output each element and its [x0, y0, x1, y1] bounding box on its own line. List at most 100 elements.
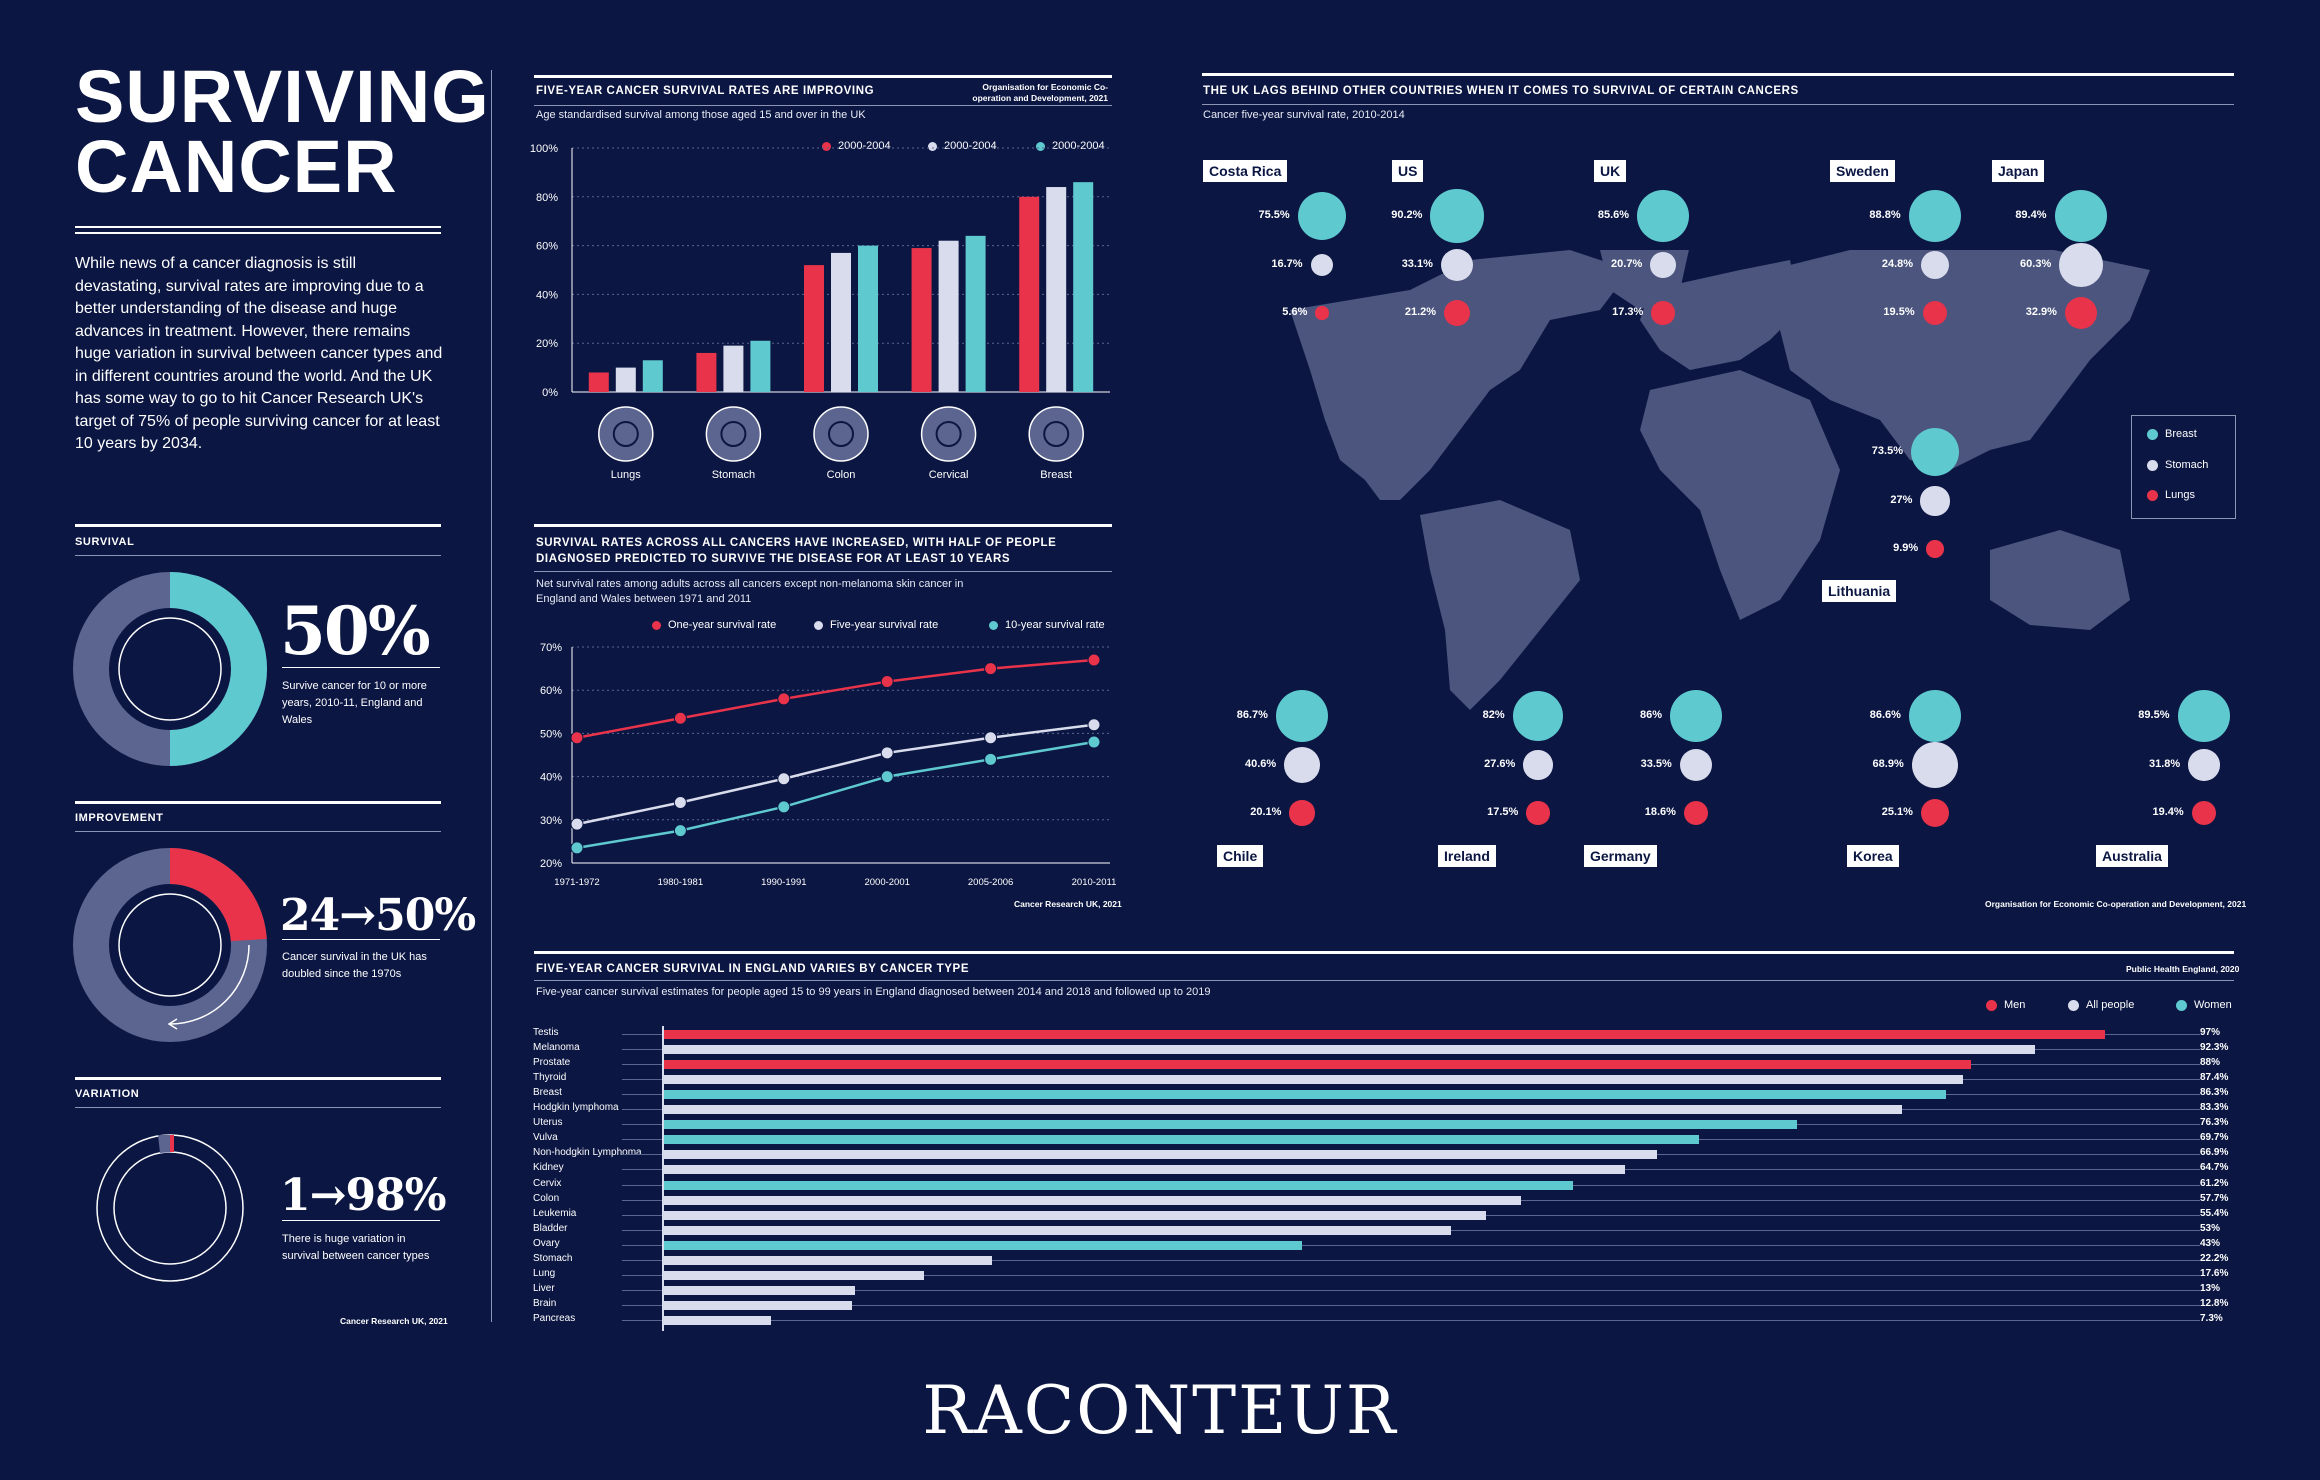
hbar-bar-cervix [662, 1180, 1573, 1190]
bubble-chile-stomach [1284, 747, 1320, 783]
country-label-us: US [1392, 160, 1424, 182]
line-point [880, 675, 894, 689]
line-point [1087, 653, 1101, 667]
map-legend: Breast Stomach Lungs [2131, 415, 2236, 519]
value-lithuania-breast: 73.5% [1871, 445, 1903, 457]
intro-text: While news of a cancer diagnosis is stil… [75, 255, 443, 452]
bar-y-tick: 80% [536, 192, 558, 204]
survival-thin-rule [75, 555, 441, 556]
hbar-guide-ovary [622, 1244, 2200, 1246]
bubble-sweden-stomach [1921, 251, 1949, 279]
bubble-australia-lungs [2191, 800, 2217, 826]
hbar-value-melanoma: 92.3% [2200, 1042, 2229, 1054]
bar-legend-3-label: 2000-2004 [1052, 140, 1105, 152]
country-label-sweden: Sweden [1830, 160, 1895, 182]
bubble-australia-stomach [2188, 749, 2220, 781]
improvement-donut [73, 848, 267, 1042]
bubble-germany-stomach [1679, 748, 1713, 782]
country-label-australia: Australia [2096, 845, 2168, 867]
map-section-rule [1202, 73, 2234, 76]
country-label-costa-rica: Costa Rica [1203, 160, 1288, 182]
line-y-tick: 30% [540, 815, 562, 827]
bubble-us-lungs [1444, 300, 1470, 326]
hbar-guide-brain [622, 1304, 2200, 1306]
value-australia-breast: 89.5% [2138, 709, 2170, 721]
line-legend-2-label: Five-year survival rate [830, 619, 939, 631]
line-point [777, 772, 791, 786]
hbar-legend-women-label: Women [2194, 999, 2232, 1011]
map-section-subtitle: Cancer five-year survival rate, 2010-201… [1203, 109, 1405, 121]
bar-category-label: Breast [1040, 469, 1072, 481]
hbar-bar-prostate [662, 1060, 1972, 1070]
map-legend-stomach-label: Stomach [2165, 459, 2209, 471]
map-section-title: THE UK LAGS BEHIND OTHER COUNTRIES WHEN … [1203, 85, 1799, 97]
improvement-number-rule [282, 939, 440, 940]
hbar-value-hodgkin-lymphoma: 83.3% [2200, 1102, 2229, 1114]
variation-big-number: 1→98% [280, 1170, 447, 1221]
title-rule-2 [75, 232, 441, 234]
hbar-guide-stomach [622, 1259, 2200, 1261]
country-label-lithuania: Lithuania [1822, 580, 1897, 602]
bubble-uk-stomach [1650, 252, 1676, 278]
hbar-label-uterus: Uterus [533, 1117, 563, 1129]
line-point [673, 796, 687, 810]
map-section-source: Organisation for Economic Co-operation a… [1985, 899, 2247, 909]
country-label-uk: UK [1594, 160, 1627, 182]
hbar-label-melanoma: Melanoma [533, 1042, 580, 1054]
hbar-label-bladder: Bladder [533, 1222, 568, 1234]
value-costa-rica-stomach: 16.7% [1271, 258, 1303, 270]
bubble-japan-stomach [2059, 243, 2103, 287]
hbar-label-prostate: Prostate [533, 1057, 571, 1069]
title-rule [75, 226, 441, 228]
country-label-korea: Korea [1847, 845, 1899, 867]
hbar-value-stomach: 22.2% [2200, 1252, 2229, 1264]
value-ireland-stomach: 27.6% [1484, 758, 1516, 770]
line-point [1087, 718, 1101, 732]
improvement-text: Cancer survival in the UK has doubled si… [282, 951, 427, 980]
map-legend-lungs-label: Lungs [2165, 489, 2195, 501]
hbar-bar-liver [662, 1285, 856, 1295]
line-x-tick: 2005-2006 [968, 877, 1013, 888]
hbar-label-kidney: Kidney [533, 1162, 564, 1174]
value-germany-breast: 86% [1640, 709, 1663, 721]
improvement-thin-rule [75, 831, 441, 832]
hbar-legend-all: All people [2068, 999, 2134, 1011]
bar-y-tick: 0% [542, 387, 558, 399]
bar-legend-1-label: 2000-2004 [838, 140, 891, 152]
line-legend-2: Five-year survival rate [814, 619, 938, 631]
variation-rule [75, 1077, 441, 1080]
hbar-value-prostate: 88% [2200, 1057, 2221, 1069]
bar-colon-1 [831, 252, 851, 392]
line-legend-1: One-year survival rate [652, 619, 776, 631]
country-label-chile: Chile [1217, 845, 1264, 867]
bubble-lithuania-breast [1910, 427, 1959, 476]
line-y-tick: 40% [540, 772, 562, 784]
hbar-label-brain: Brain [533, 1297, 557, 1309]
line-section-thin-rule [534, 571, 1112, 572]
hbar-bar-hodgkin-lymphoma [662, 1105, 1902, 1115]
bubble-germany-breast [1670, 690, 1722, 742]
bar-breast-0 [1019, 196, 1040, 392]
bubble-australia-breast [2177, 689, 2231, 743]
survival-number-rule [282, 667, 440, 668]
hbar-legend-all-label: All people [2086, 999, 2135, 1011]
line-section-subtitle: Net survival rates among adults across a… [536, 578, 964, 605]
line-point [1087, 735, 1101, 749]
bubble-chile-breast [1275, 689, 1329, 743]
hbar-value-kidney: 64.7% [2200, 1162, 2229, 1174]
bar-y-tick: 100% [530, 143, 558, 155]
country-label-japan: Japan [1992, 160, 2045, 182]
hbar-bar-leukemia [662, 1210, 1487, 1220]
hbar-label-vulva: Vulva [533, 1132, 558, 1144]
hbar-guide-liver [622, 1289, 2200, 1291]
bar-section-rule [534, 75, 1112, 78]
line-legend-1-label: One-year survival rate [668, 619, 777, 631]
line-section-source: Cancer Research UK, 2021 [1014, 899, 1122, 909]
line-legend-3: 10-year survival rate [989, 619, 1105, 631]
hbar-value-non-hodgkin-lymphoma: 66.9% [2200, 1147, 2229, 1159]
hbar-bar-vulva [662, 1135, 1700, 1145]
bar-cervical-2 [965, 235, 986, 392]
bubble-sweden-breast [1908, 189, 1962, 243]
improvement-heading: IMPROVEMENT [75, 812, 164, 824]
bubble-costa-rica-stomach [1310, 253, 1334, 277]
